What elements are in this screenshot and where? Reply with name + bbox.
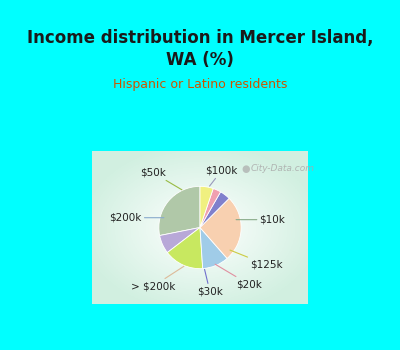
Wedge shape bbox=[160, 228, 200, 253]
Text: ●: ● bbox=[242, 164, 250, 174]
Wedge shape bbox=[200, 192, 229, 228]
Text: $50k: $50k bbox=[140, 168, 182, 190]
Wedge shape bbox=[200, 186, 213, 228]
Wedge shape bbox=[159, 186, 200, 236]
Text: $20k: $20k bbox=[215, 264, 262, 289]
Wedge shape bbox=[200, 198, 241, 258]
Text: $30k: $30k bbox=[197, 270, 223, 296]
Text: > $200k: > $200k bbox=[131, 266, 184, 291]
Text: $100k: $100k bbox=[205, 166, 238, 186]
Text: City-Data.com: City-Data.com bbox=[251, 164, 315, 173]
Wedge shape bbox=[200, 189, 220, 228]
Wedge shape bbox=[167, 228, 203, 269]
Text: $10k: $10k bbox=[236, 215, 286, 225]
Wedge shape bbox=[200, 228, 227, 268]
Text: $200k: $200k bbox=[109, 213, 164, 223]
Text: Hispanic or Latino residents: Hispanic or Latino residents bbox=[113, 78, 287, 91]
Text: Income distribution in Mercer Island,
WA (%): Income distribution in Mercer Island, WA… bbox=[27, 29, 373, 69]
Text: $125k: $125k bbox=[230, 250, 283, 270]
